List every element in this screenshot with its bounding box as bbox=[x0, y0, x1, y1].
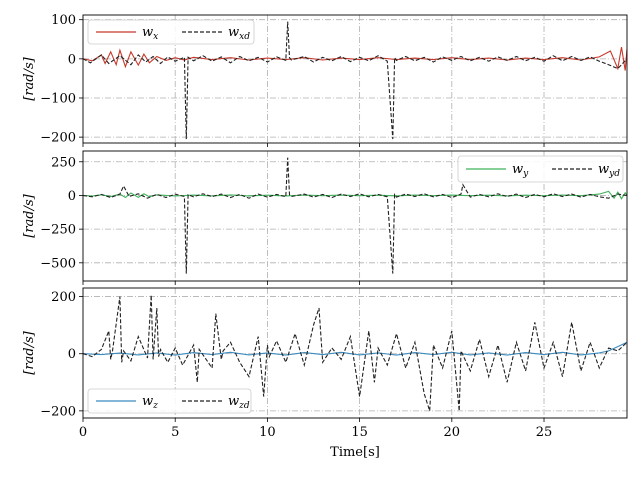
y-tick-label: 100 bbox=[51, 13, 76, 28]
panel-2: 250 0 −250 −500 [rad/s] wy wyd bbox=[22, 150, 628, 285]
legend-entry-label: wy bbox=[512, 162, 529, 179]
x-tick-label: 5 bbox=[171, 425, 179, 440]
y-tick-label: −500 bbox=[40, 256, 76, 271]
y-tick-label: −250 bbox=[40, 223, 76, 238]
legend-entry-label: wx bbox=[142, 25, 158, 42]
series-line-w-z bbox=[83, 341, 627, 356]
x-axis-label: Time[s] bbox=[330, 445, 380, 460]
series-line-w-xd bbox=[83, 21, 627, 140]
legend: wz wzd bbox=[87, 388, 252, 414]
legend-entry-label: wyd bbox=[598, 162, 620, 179]
legend: wy wyd bbox=[457, 155, 624, 183]
x-tick-label: 20 bbox=[444, 425, 461, 440]
x-tick-label: 10 bbox=[259, 425, 276, 440]
x-tick-label: 0 bbox=[79, 425, 87, 440]
y-axis-label: [rad/s] bbox=[22, 330, 37, 374]
legend-box bbox=[457, 155, 624, 183]
y-axis-label: [rad/s] bbox=[22, 193, 37, 237]
x-tick-label: 25 bbox=[536, 425, 553, 440]
legend-entry-label: wz bbox=[142, 394, 158, 411]
legend: wx wxd bbox=[87, 19, 255, 45]
panel-1: 100 0 −100 −200 [rad/s] wx wxd bbox=[22, 13, 628, 147]
legend-box bbox=[87, 388, 252, 414]
y-tick-label: 0 bbox=[68, 347, 76, 362]
series-line-w-yd bbox=[83, 157, 627, 274]
y-tick-label: 0 bbox=[68, 52, 76, 67]
axes-frame bbox=[82, 150, 628, 282]
legend-entry-label: wxd bbox=[228, 25, 250, 42]
series-line-w-zd bbox=[83, 295, 627, 412]
series-line-w-y bbox=[83, 190, 627, 200]
y-tick-label: 0 bbox=[68, 189, 76, 204]
axes-frame bbox=[82, 14, 628, 144]
y-tick-label: 250 bbox=[51, 155, 76, 170]
y-tick-label: −200 bbox=[40, 404, 76, 419]
y-axis-label: [rad/s] bbox=[22, 56, 37, 100]
legend-box bbox=[87, 19, 255, 45]
x-tick-label: 15 bbox=[351, 425, 368, 440]
legend-entry-label: wzd bbox=[228, 394, 250, 411]
y-tick-label: 200 bbox=[51, 290, 76, 305]
y-tick-label: −100 bbox=[40, 91, 76, 106]
y-tick-label: −200 bbox=[40, 131, 76, 146]
axes-frame bbox=[82, 287, 628, 419]
